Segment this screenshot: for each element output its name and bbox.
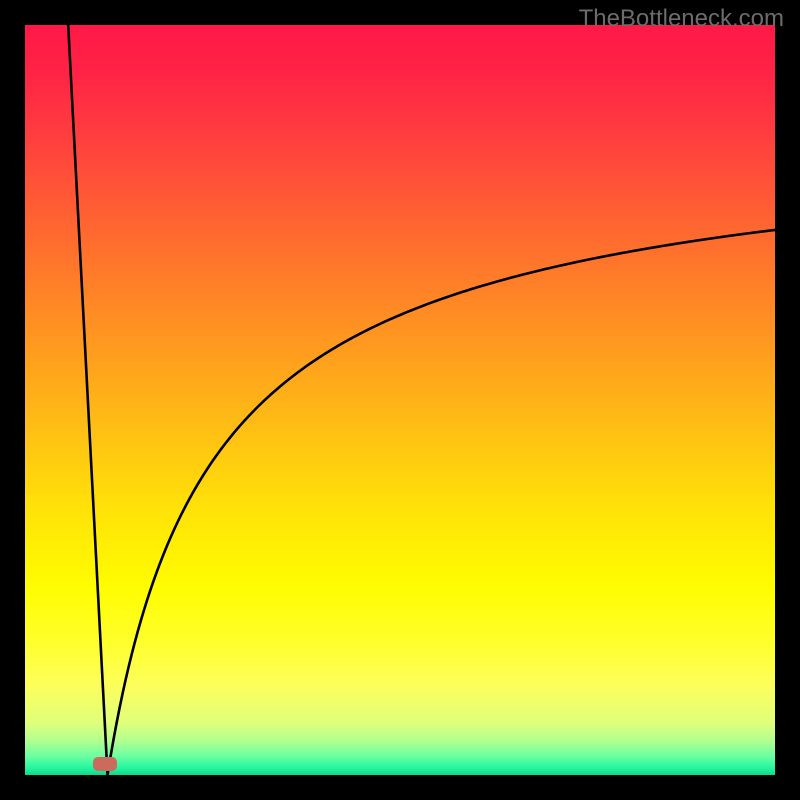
curve-layer xyxy=(25,25,775,775)
minimum-marker xyxy=(93,757,117,771)
watermark-text: TheBottleneck.com xyxy=(579,5,784,33)
chart-stage: TheBottleneck.com xyxy=(0,0,800,800)
bottleneck-curve xyxy=(67,25,775,775)
plot-frame xyxy=(25,25,775,775)
